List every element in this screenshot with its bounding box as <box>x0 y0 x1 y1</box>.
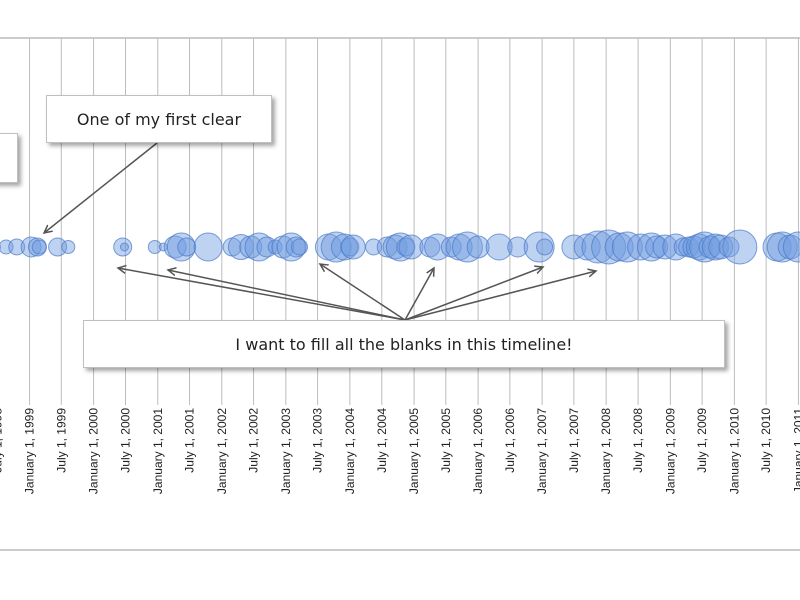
bubble <box>689 231 721 263</box>
x-tick-label: January 1, 2009 <box>663 408 677 494</box>
x-tick-label: July 1, 2009 <box>695 408 709 473</box>
bubble <box>636 232 666 262</box>
x-tick-label: January 1, 2008 <box>599 408 613 494</box>
bubble <box>645 235 669 259</box>
x-tick-label: January 1, 2002 <box>215 408 229 494</box>
bubble <box>627 233 655 261</box>
bubble <box>113 237 133 257</box>
x-tick-label: January 1, 2005 <box>407 408 421 494</box>
annotation-arrow <box>404 267 543 321</box>
bubble <box>119 242 129 252</box>
x-tick-label: January 1, 2007 <box>535 408 549 494</box>
annotation-first-clear: One of my first clear <box>46 95 272 143</box>
bubble <box>398 234 424 260</box>
x-tick-labels: July 1, 1998 January 1, 1999 July 1, 1999 J… <box>0 408 800 494</box>
annotation-first-clear-text: One of my first clear <box>76 109 242 129</box>
x-tick-label: July 1, 2006 <box>503 408 517 473</box>
x-tick-label: January 1, 2010 <box>727 408 741 494</box>
bubble <box>573 233 601 261</box>
annotation-arrow <box>44 142 158 233</box>
x-tick-label: January 1, 2004 <box>343 408 357 494</box>
bubble <box>285 236 307 258</box>
annotation-arrow <box>118 268 406 321</box>
x-tick-label: July 1, 2002 <box>247 408 261 473</box>
bubble <box>708 234 734 260</box>
annotation-arrow <box>404 268 434 321</box>
bubble <box>581 230 615 264</box>
annotation-arrows <box>44 142 596 321</box>
annotation-fill-blanks: I want to fill all the blanks in this ti… <box>83 320 725 368</box>
bubble <box>291 238 309 256</box>
x-tick-label: January 1, 2000 <box>87 408 101 494</box>
bubble <box>396 237 416 257</box>
bubble <box>31 239 47 255</box>
bubble <box>782 231 800 263</box>
bubble <box>591 229 627 265</box>
x-tick-label: July 1, 2010 <box>759 408 773 473</box>
x-tick-label: January 1, 1999 <box>23 408 37 494</box>
bubbles <box>0 229 800 265</box>
x-tick-label: July 1, 2003 <box>311 408 325 473</box>
bubble <box>330 233 358 261</box>
x-tick-label: January 1, 2011 <box>791 408 800 493</box>
bubble <box>485 233 513 261</box>
bubble <box>61 240 76 254</box>
bubble <box>227 234 254 260</box>
bubble <box>722 229 758 265</box>
bubble <box>267 239 283 255</box>
x-tick-label: January 1, 2003 <box>279 408 293 494</box>
bubble <box>340 234 366 260</box>
offscreen-callout <box>0 133 18 183</box>
annotation-arrow <box>168 270 406 321</box>
bubble <box>662 233 690 261</box>
annotation-arrow <box>404 271 596 321</box>
bubble <box>193 232 223 262</box>
x-tick-label: July 1, 1999 <box>54 408 68 473</box>
bubble <box>244 232 274 262</box>
x-tick-label: January 1, 2001 <box>151 408 165 494</box>
annotation-fill-blanks-text: I want to fill all the blanks in this ti… <box>235 334 573 354</box>
x-tick-label: July 1, 2005 <box>439 408 453 473</box>
bubble <box>163 235 187 259</box>
x-tick-label: July 1, 1998 <box>0 408 4 473</box>
bubble <box>766 231 798 263</box>
x-tick-label: January 1, 2006 <box>471 408 485 494</box>
bubble <box>466 235 490 259</box>
x-tick-label: July 1, 2004 <box>375 408 389 473</box>
bubble <box>507 236 529 258</box>
bubble <box>604 232 634 262</box>
x-tick-label: July 1, 2007 <box>567 408 581 473</box>
bubble <box>48 237 68 257</box>
bubble <box>698 235 722 259</box>
bubble <box>8 238 26 256</box>
bubble <box>536 238 554 256</box>
x-tick-label: July 1, 2000 <box>118 408 132 473</box>
annotation-arrow <box>320 264 406 321</box>
bubble <box>652 234 678 260</box>
bubble <box>177 237 197 257</box>
x-tick-label: July 1, 2008 <box>631 408 645 473</box>
x-tick-label: July 1, 2001 <box>183 408 197 473</box>
bubble <box>147 240 162 254</box>
bubble <box>20 236 42 258</box>
